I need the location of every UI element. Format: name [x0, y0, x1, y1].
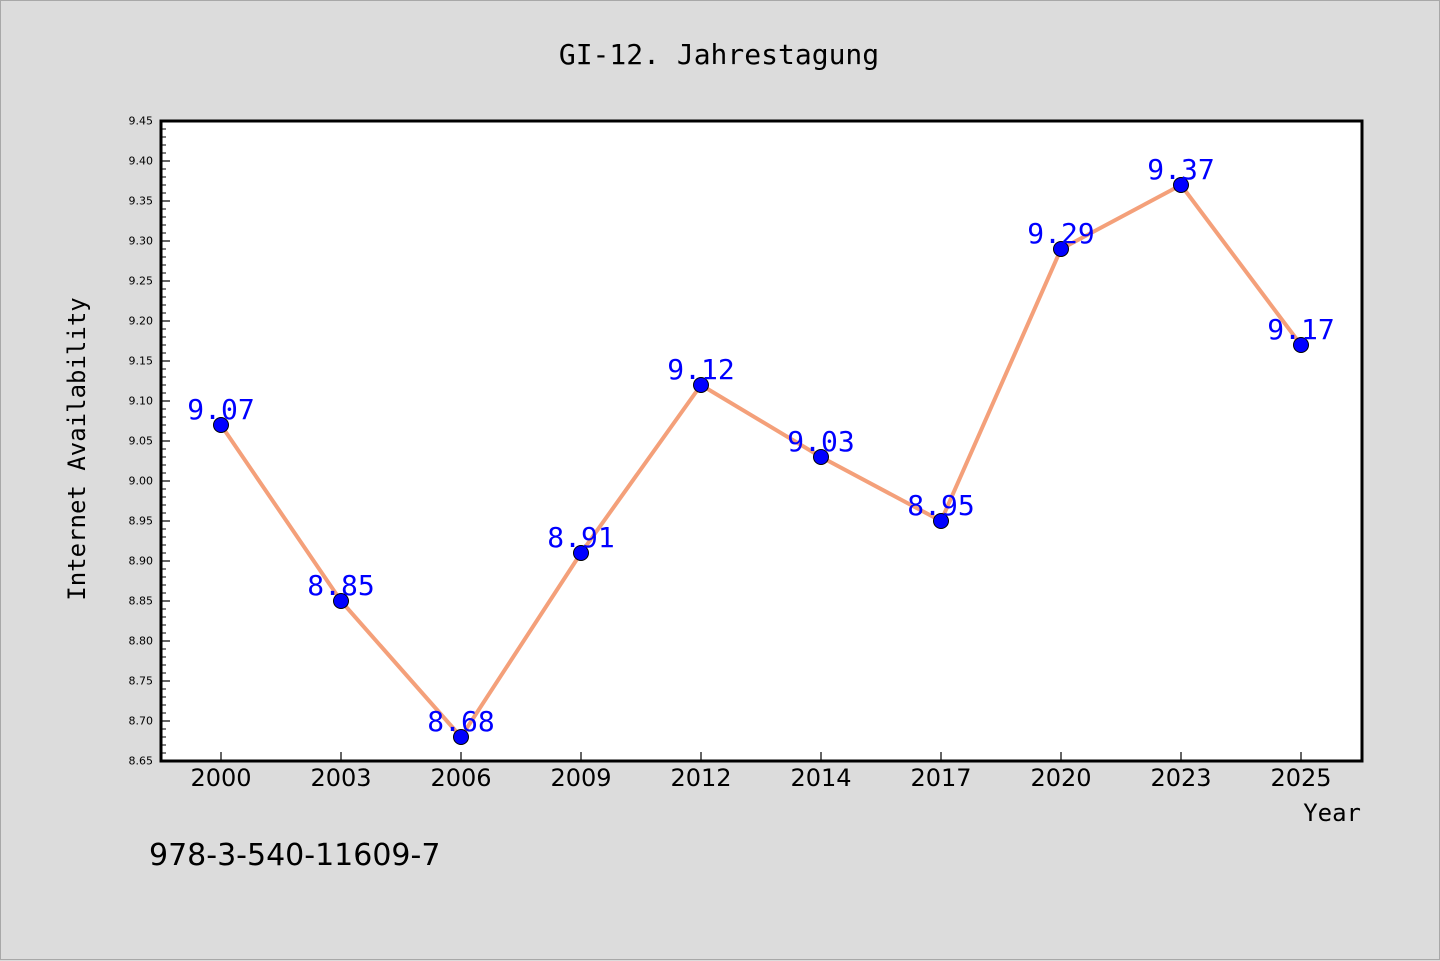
x-tick-label: 2009 [550, 764, 611, 792]
x-tick-label: 2020 [1030, 764, 1091, 792]
data-point [1173, 177, 1189, 193]
y-tick-label: 8.90 [129, 555, 154, 568]
y-tick-label: 9.25 [129, 275, 154, 288]
data-label: 8.85 [307, 569, 374, 602]
x-tick-label: 2014 [790, 764, 851, 792]
data-label: 9.12 [667, 353, 734, 386]
x-axis-ticks: 2000 2003 2006 2009 2012 2014 2017 2020 2023 2025 [190, 752, 1332, 792]
y-tick-label: 8.65 [129, 755, 154, 768]
x-tick-label: 2003 [310, 764, 371, 792]
data-label: 9.29 [1027, 217, 1094, 250]
chart-title: GI-12. Jahrestagung [559, 38, 879, 71]
y-tick-label: 9.40 [129, 155, 154, 168]
series-markers [213, 177, 1309, 745]
isbn-footer: 978-3-540-11609-7 [149, 838, 440, 873]
data-label: 9.07 [187, 393, 254, 426]
y-tick-label: 8.85 [129, 595, 154, 608]
data-label: 9.03 [787, 425, 854, 458]
series-line [219, 183, 1303, 739]
x-tick-label: 2017 [910, 764, 971, 792]
x-tick-label: 2023 [1150, 764, 1211, 792]
y-tick-label: 8.75 [129, 675, 154, 688]
data-label: 9.17 [1267, 313, 1334, 346]
x-tick-label: 2006 [430, 764, 491, 792]
y-tick-label: 8.95 [129, 515, 154, 528]
data-point [1053, 241, 1069, 257]
y-tick-label: 8.70 [129, 715, 154, 728]
data-label: 9.37 [1147, 153, 1214, 186]
plot-area [161, 121, 1362, 761]
y-tick-label: 9.00 [129, 475, 154, 488]
data-label: 8.91 [547, 521, 614, 554]
data-labels: 9.07 8.85 8.68 8.91 9.12 9.03 8.95 9.29 9.37 9.17 [187, 153, 1334, 738]
y-axis-label: Internet Availability [63, 297, 91, 600]
data-label: 8.95 [907, 489, 974, 522]
plot-frame [159, 119, 1364, 763]
y-tick-label: 9.20 [129, 315, 154, 328]
data-point [693, 377, 709, 393]
y-tick-label: 9.05 [129, 435, 154, 448]
x-tick-label: 2012 [670, 764, 731, 792]
x-axis-label: Year [1303, 799, 1361, 827]
y-tick-label: 8.80 [129, 635, 154, 648]
data-point [573, 545, 589, 561]
data-point [333, 593, 349, 609]
y-tick-label: 9.30 [129, 235, 154, 248]
data-point [1293, 337, 1309, 353]
data-point [453, 729, 469, 745]
x-tick-label: 2000 [190, 764, 251, 792]
y-tick-label: 9.35 [129, 195, 154, 208]
y-tick-label: 9.45 [129, 115, 154, 128]
data-label: 8.68 [427, 705, 494, 738]
x-tick-label: 2025 [1270, 764, 1331, 792]
data-point [213, 417, 229, 433]
data-point [813, 449, 829, 465]
data-point [933, 513, 949, 529]
y-tick-label: 9.10 [129, 395, 154, 408]
y-tick-label: 9.15 [129, 355, 154, 368]
